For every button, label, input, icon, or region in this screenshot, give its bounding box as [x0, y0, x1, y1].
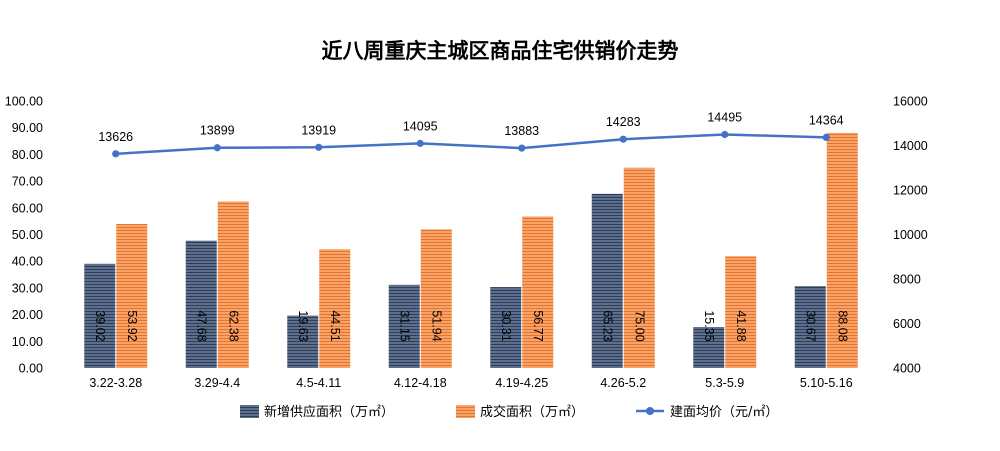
- x-axis-tick-label: 3.29-4.4: [194, 376, 240, 390]
- legend-swatch-supply: [240, 405, 259, 418]
- legend-label-price: 建面均价（元/㎡）: [670, 405, 778, 420]
- sales-bar: [319, 249, 351, 368]
- legend-item-sales: 成交面积（万㎡）: [456, 404, 584, 420]
- left-axis-tick-label: 30.00: [12, 281, 43, 295]
- supply-bar-label: 19.63: [296, 310, 310, 341]
- sales-bar-label: 75.00: [632, 310, 646, 341]
- chart-title: 近八周重庆主城区商品住宅供销价走势: [322, 39, 679, 63]
- sales-bar: [826, 132, 858, 368]
- sales-bar: [420, 229, 452, 368]
- right-axis-tick-label: 6000: [893, 317, 921, 331]
- supply-bar: [84, 263, 116, 368]
- price-line: [115, 133, 827, 156]
- price-point-label: 14283: [606, 115, 641, 129]
- left-axis-tick-label: 40.00: [12, 255, 43, 269]
- left-axis-tick-label: 90.00: [12, 121, 43, 135]
- price-point-label: 13626: [98, 130, 133, 144]
- sales-bar: [522, 216, 554, 368]
- left-axis-tick-label: 100.00: [5, 95, 43, 109]
- legend-label-sales: 成交面积（万㎡）: [480, 404, 584, 420]
- supply-bar: [794, 286, 826, 368]
- legend-swatch-sales: [456, 405, 475, 418]
- x-axis-tick-label: 4.19-4.25: [495, 376, 548, 390]
- sales-bar-label: 62.38: [226, 310, 240, 341]
- supply-bar-label: 39.02: [93, 310, 107, 341]
- left-axis-tick-label: 70.00: [12, 175, 43, 189]
- supply-bar: [185, 240, 217, 368]
- price-point: [822, 133, 830, 142]
- supply-bar: [287, 315, 319, 368]
- left-axis-tick-label: 50.00: [12, 228, 43, 242]
- supply-bar-label: 30.67: [803, 310, 817, 341]
- supply-bar: [591, 193, 623, 368]
- bar-series: 39.02 47.68 19.63 31.15 30.31 65.23 15.35 30.67…: [84, 132, 858, 368]
- sales-bar: [116, 224, 148, 368]
- x-axis-tick-label: 4.12-4.18: [394, 376, 447, 390]
- x-axis-tick-label: 5.10-5.16: [800, 376, 853, 390]
- sales-bar-label: 56.77: [531, 310, 545, 341]
- supply-bar: [388, 284, 420, 368]
- sales-bar: [217, 201, 249, 368]
- price-point: [112, 150, 120, 158]
- left-axis-tick-label: 20.00: [12, 308, 43, 322]
- supply-bar: [490, 287, 522, 368]
- left-axis-tick-label: 0.00: [19, 362, 43, 376]
- x-axis-tick-label: 4.5-4.11: [296, 376, 341, 390]
- sales-bar-label: 53.92: [125, 310, 139, 341]
- x-axis-tick-label: 3.22-3.28: [89, 376, 142, 390]
- supply-bar-label: 31.15: [397, 310, 411, 341]
- sales-bar-label: 88.08: [835, 310, 849, 341]
- price-point: [213, 144, 221, 152]
- x-axis-tick-label: 4.26-5.2: [600, 376, 646, 390]
- price-point-label: 13899: [200, 124, 235, 138]
- left-axis-tick-label: 10.00: [12, 335, 43, 349]
- sales-bar-label: 51.94: [429, 310, 443, 341]
- left-axis: 0.00 10.00 20.00 30.00 40.00 50.00 60.00 70.00 8…: [5, 95, 43, 376]
- right-axis-tick-label: 16000: [893, 95, 928, 109]
- price-point: [619, 135, 627, 143]
- right-axis-tick-label: 14000: [893, 139, 928, 153]
- price-point-label: 13919: [301, 123, 336, 137]
- sales-bar: [623, 167, 655, 368]
- right-axis-tick-label: 8000: [893, 273, 921, 287]
- supply-bar-label: 15.35: [702, 310, 716, 341]
- legend-item-supply: 新增供应面积（万㎡）: [240, 404, 394, 420]
- legend: 新增供应面积（万㎡） 成交面积（万㎡） 建面均价（元/㎡）: [240, 404, 778, 420]
- price-point: [721, 130, 729, 139]
- supply-bar: [693, 327, 725, 368]
- price-line-series: 13626 13899 13919 14095 13883 14283 14495 14364: [98, 110, 844, 158]
- supply-bar-label: 30.31: [499, 310, 513, 341]
- right-axis-tick-label: 4000: [893, 362, 921, 376]
- price-point-label: 14095: [403, 119, 438, 133]
- legend-swatch-price-marker: [646, 407, 654, 415]
- price-point: [416, 139, 424, 147]
- left-axis-tick-label: 80.00: [12, 148, 43, 162]
- supply-bar-label: 47.68: [194, 310, 208, 341]
- legend-item-price: 建面均价（元/㎡）: [636, 405, 778, 420]
- price-point: [518, 144, 526, 152]
- price-point-label: 14495: [707, 110, 742, 124]
- right-axis-tick-label: 12000: [893, 184, 928, 198]
- x-axis: 3.22-3.28 3.29-4.4 4.5-4.11 4.12-4.18 4.19-4…: [89, 376, 852, 390]
- price-point: [315, 143, 323, 151]
- x-axis-tick-label: 5.3-5.9: [705, 376, 744, 390]
- sales-bar-label: 41.88: [734, 310, 748, 341]
- left-axis-tick-label: 60.00: [12, 201, 43, 215]
- price-point-label: 13883: [504, 124, 539, 138]
- price-point-label: 14364: [809, 113, 844, 127]
- sales-bar: [725, 256, 757, 368]
- supply-bar-label: 65.23: [600, 310, 614, 341]
- right-axis-tick-label: 10000: [893, 228, 928, 242]
- sales-bar-label: 44.51: [328, 310, 342, 341]
- legend-label-supply: 新增供应面积（万㎡）: [264, 404, 394, 420]
- right-axis: 4000 6000 8000 10000 12000 14000 16000: [893, 95, 928, 376]
